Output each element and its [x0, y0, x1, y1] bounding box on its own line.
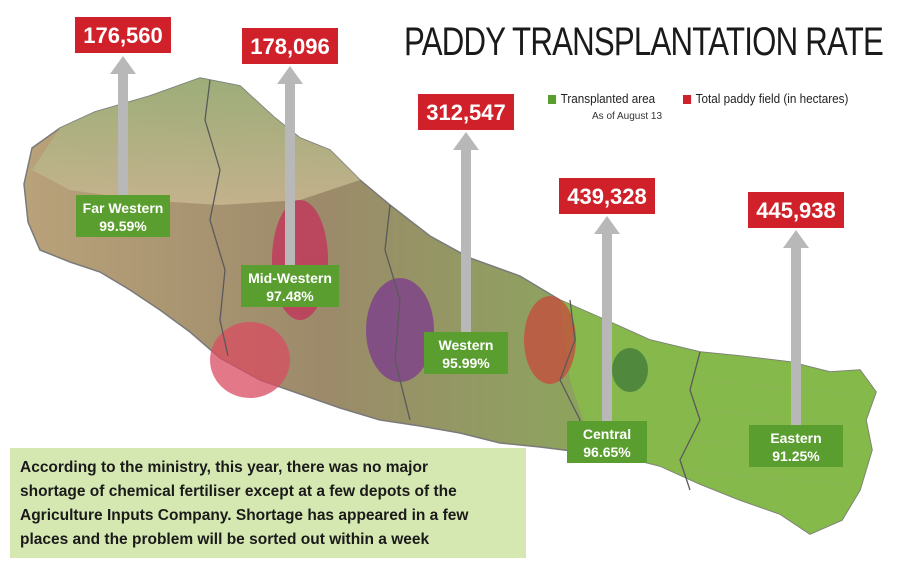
arrow-shaft — [118, 70, 128, 195]
legend-note: As of August 13 — [592, 111, 663, 122]
total-value-label: 439,328 — [567, 184, 647, 209]
transplanted-box — [567, 421, 647, 463]
transplanted-rate-label: 97.48% — [266, 288, 314, 304]
total-value-label: 312,547 — [426, 100, 506, 125]
chart-title: PADDY TRANSPLANTATION RATE — [404, 20, 884, 64]
legend-item-transplanted: Transplanted area — [548, 91, 655, 106]
total-box — [748, 192, 844, 228]
map-hills — [32, 78, 360, 205]
arrow-head — [453, 132, 479, 150]
total-value-label: 445,938 — [756, 198, 836, 223]
legend: Transplanted area Total paddy field (in … — [548, 91, 878, 106]
region-name-label: Mid-Western — [248, 270, 332, 286]
total-box — [418, 94, 514, 130]
region-name-label: Far Western — [83, 200, 164, 216]
region-name-label: Central — [583, 426, 631, 442]
legend-swatch-green — [548, 95, 557, 105]
legend-label-transplanted: Transplanted area — [560, 91, 656, 106]
note-line: shortage of chemical fertiliser except a… — [20, 483, 457, 500]
arrow-head — [783, 230, 809, 248]
total-value-label: 178,096 — [250, 34, 330, 59]
transplanted-box — [241, 265, 339, 307]
note-line: Agriculture Inputs Company. Shortage has… — [20, 507, 469, 524]
nepal-map — [23, 77, 877, 535]
region-name-label: Western — [439, 337, 494, 353]
arrow-head — [277, 66, 303, 84]
arrow-head — [110, 56, 136, 74]
transplanted-rate-label: 96.65% — [583, 444, 631, 460]
total-box — [559, 178, 655, 214]
arrow-shaft — [602, 230, 612, 421]
transplanted-rate-label: 91.25% — [772, 448, 820, 464]
total-box — [242, 28, 338, 64]
arrow-shaft — [285, 80, 295, 265]
ministry-note: According to the ministry, this year, th… — [10, 448, 526, 558]
note-line: places and the problem will be sorted ou… — [20, 531, 430, 548]
region-name-label: Eastern — [770, 430, 821, 446]
transplanted-box — [749, 425, 843, 467]
legend-item-total: Total paddy field (in hectares) — [682, 91, 849, 106]
legend-label-total: Total paddy field (in hectares) — [695, 91, 849, 106]
note-line: According to the ministry, this year, th… — [20, 459, 428, 476]
chart-marks: 176,560 Far Western 99.59% 178,096 Mid-Weste… — [75, 17, 844, 467]
transplanted-rate-label: 95.99% — [442, 355, 490, 371]
arrow-head — [594, 216, 620, 234]
arrow-shaft — [461, 146, 471, 332]
total-box — [75, 17, 171, 53]
transplanted-rate-label: 99.59% — [99, 218, 147, 234]
total-value-label: 176,560 — [83, 23, 163, 48]
transplanted-box — [76, 195, 170, 237]
legend-swatch-red — [682, 95, 691, 105]
arrow-shaft — [791, 244, 801, 425]
transplanted-box — [424, 332, 508, 374]
